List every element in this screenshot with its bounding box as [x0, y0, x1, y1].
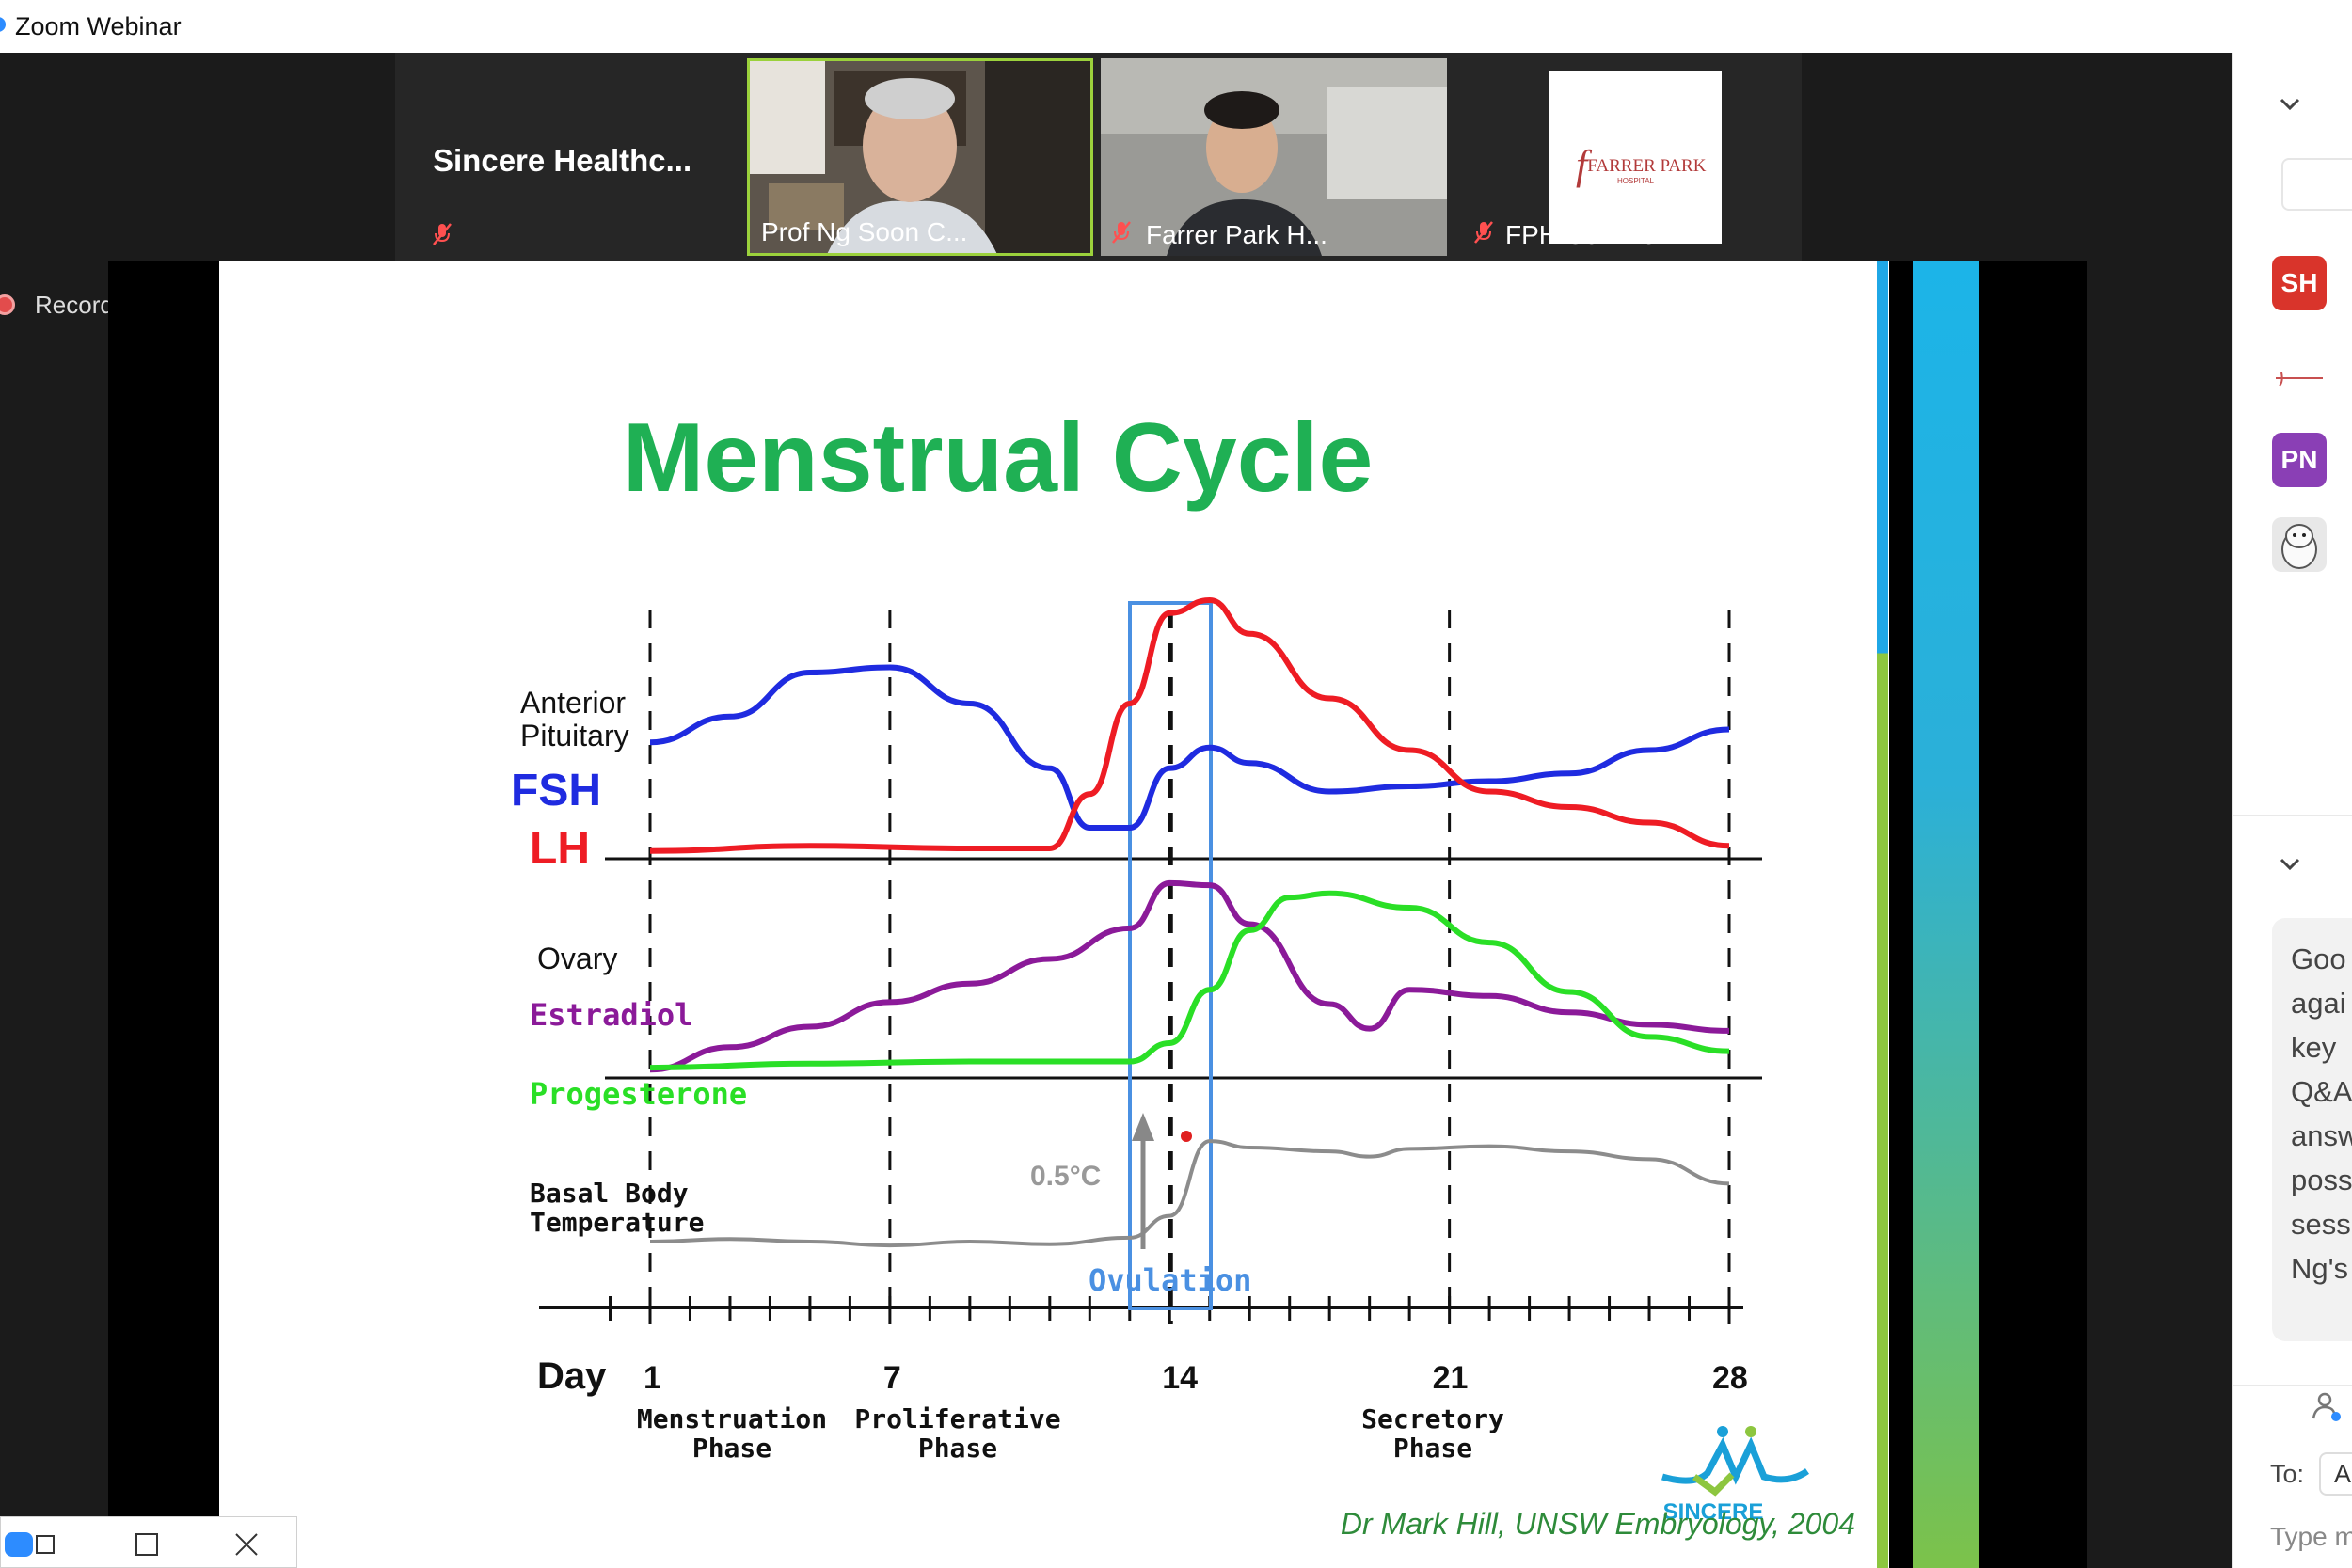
participant-name: Prof Ng Soon C...	[761, 217, 968, 246]
window-title: Zoom Webinar	[15, 12, 182, 40]
video-feed-farrer-park	[1101, 58, 1447, 256]
participant-name: FPH Commun...	[1505, 220, 1694, 249]
muted-mic-icon	[1112, 221, 1131, 244]
close-icon[interactable]	[232, 1530, 261, 1559]
slide-title: Menstrual Cycle	[622, 404, 1374, 513]
phase-label: Menstruation Phase	[637, 1403, 827, 1464]
x-tick-label: 21	[1433, 1360, 1469, 1396]
slide-credit: Dr Mark Hill, UNSW Embryology, 2004	[1340, 1507, 1855, 1541]
farrer-park-avatar[interactable]	[2272, 363, 2327, 391]
chat-to-label: To:	[2270, 1460, 2305, 1488]
series-line-fsh	[649, 664, 1730, 831]
x-tick-label: 14	[1162, 1360, 1198, 1396]
chat-message: Goo agai key Q&A answ poss sess Ng's	[2272, 918, 2352, 1341]
participant-name: Farrer Park H...	[1146, 220, 1327, 249]
ovulation-label: Ovulation	[1089, 1262, 1251, 1298]
x-tick-label: 28	[1712, 1360, 1748, 1396]
panel-divider	[2233, 1385, 2352, 1386]
zoom-taskbar-icon[interactable]	[5, 1530, 61, 1559]
series-line-progesterone	[649, 890, 1730, 1071]
menstrual-cycle-chart: Anterior Pituitary Ovary Basal Body Temperat…	[511, 597, 1762, 1464]
person-settings-icon[interactable]	[2308, 1388, 2345, 1426]
farrer-park-logo: fFARRER PARK HOSPITAL	[1549, 71, 1722, 244]
participant-search-input[interactable]	[2281, 158, 2352, 211]
recording-icon	[0, 294, 15, 315]
chevron-down-icon[interactable]	[2276, 854, 2304, 873]
series-label-estradiol: Estradiol	[530, 997, 692, 1033]
maximize-icon[interactable]	[133, 1530, 161, 1559]
participant-tile-farrer-park[interactable]: Farrer Park H...	[1101, 58, 1447, 256]
phase-label: Secretory Phase	[1361, 1403, 1504, 1464]
temperature-arrowhead	[1132, 1113, 1154, 1141]
series-line-temperature	[649, 1139, 1730, 1248]
slide-side-band	[1913, 261, 1979, 1568]
ovulation-highlight	[1128, 601, 1213, 1310]
participant-tile-fph-community[interactable]: fFARRER PARK HOSPITAL FPH Commun...	[1454, 58, 1802, 256]
video-feed-prof-ng	[750, 61, 1090, 253]
temperature-annotation: 0.5°C	[1030, 1161, 1101, 1192]
slide-side-stripe	[1877, 261, 1888, 1568]
x-axis-title: Day	[537, 1355, 607, 1397]
x-tick-label: 7	[883, 1360, 901, 1396]
participant-tile-prof-ng[interactable]: Prof Ng Soon C...	[747, 58, 1093, 256]
panel-divider	[2233, 815, 2352, 816]
chevron-down-icon[interactable]	[2276, 94, 2304, 113]
participant-strip: Sincere Healthc... Prof Ng Soon C...	[395, 53, 1802, 261]
sincere-wordmark: SINCERE	[1662, 1499, 1764, 1525]
sincere-logo: SINCERE	[1657, 1418, 1826, 1525]
series-line-lh	[649, 597, 1730, 854]
zoom-app-icon	[0, 17, 6, 32]
series-label-fsh: FSH	[511, 766, 601, 816]
right-side-panel: SH PN Goo agai key Q&A answ poss sess Ng…	[2232, 53, 2352, 1568]
series-label-lh: LH	[530, 824, 590, 874]
muted-mic-icon	[433, 223, 452, 245]
group-label-pituitary: Anterior Pituitary	[520, 686, 629, 752]
series-line-estradiol	[649, 879, 1730, 1073]
avatar[interactable]: PN	[2272, 433, 2327, 487]
series-label-progesterone: Progesterone	[530, 1076, 747, 1112]
avatar[interactable]	[2272, 517, 2327, 572]
pointer-dot	[1179, 1129, 1194, 1144]
title-bar: Zoom Webinar	[0, 0, 2352, 53]
x-tick-label: 1	[644, 1360, 661, 1396]
participant-name-large: Sincere Healthc...	[433, 143, 692, 178]
phase-label: Proliferative Phase	[854, 1403, 1060, 1464]
group-label-temperature: Basal Body Temperature	[530, 1178, 704, 1238]
chat-message-input[interactable]: Type m	[2270, 1522, 2352, 1551]
participant-tile-sincere[interactable]: Sincere Healthc...	[395, 58, 734, 256]
chat-recipient-dropdown[interactable]: A	[2319, 1452, 2352, 1496]
window-controls	[0, 1516, 297, 1568]
avatar[interactable]: SH	[2272, 256, 2327, 310]
group-label-ovary: Ovary	[537, 942, 617, 975]
presentation-slide: Menstrual Cycle Anterior Pituitary Ovary Ba…	[219, 261, 1889, 1568]
muted-mic-icon	[1474, 221, 1493, 244]
